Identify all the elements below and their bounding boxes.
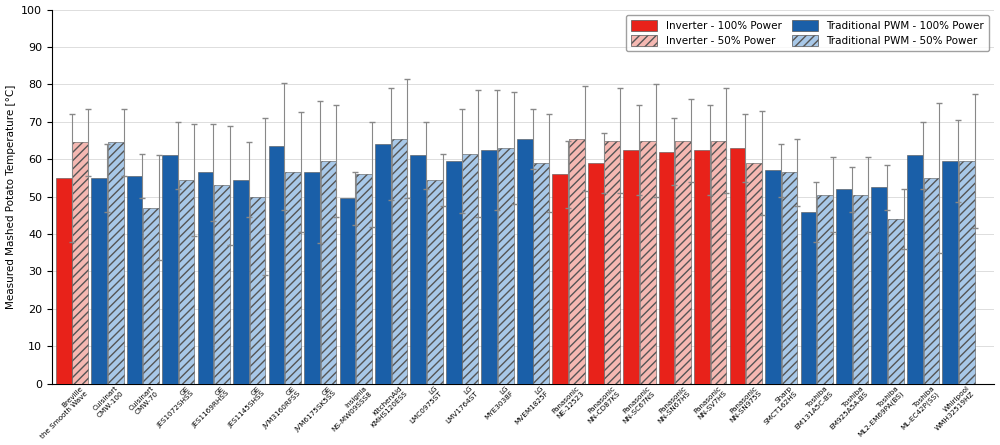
Bar: [604, 141, 620, 384]
Bar: [659, 152, 674, 384]
Bar: [711, 141, 726, 384]
Bar: [746, 163, 762, 384]
Bar: [942, 161, 958, 384]
Bar: [179, 180, 194, 384]
Bar: [907, 155, 923, 384]
Bar: [959, 161, 975, 384]
Bar: [356, 174, 372, 384]
Bar: [588, 163, 604, 384]
Bar: [817, 195, 833, 384]
Bar: [871, 187, 887, 384]
Bar: [623, 150, 639, 384]
Bar: [462, 154, 478, 384]
Bar: [72, 142, 88, 384]
Bar: [285, 172, 301, 384]
Bar: [782, 172, 797, 384]
Bar: [410, 155, 426, 384]
Bar: [108, 142, 124, 384]
Bar: [56, 178, 72, 384]
Bar: [127, 176, 142, 384]
Bar: [801, 211, 816, 384]
Bar: [340, 198, 355, 384]
Bar: [392, 139, 407, 384]
Bar: [233, 180, 249, 384]
Bar: [765, 170, 781, 384]
Bar: [533, 163, 549, 384]
Bar: [888, 219, 904, 384]
Bar: [640, 141, 656, 384]
Bar: [924, 178, 939, 384]
Bar: [498, 148, 514, 384]
Legend: Inverter - 100% Power, Inverter - 50% Power, Traditional PWM - 100% Power, Tradi: Inverter - 100% Power, Inverter - 50% Po…: [626, 15, 989, 51]
Bar: [730, 148, 745, 384]
Bar: [675, 141, 691, 384]
Bar: [143, 208, 159, 384]
Bar: [375, 144, 391, 384]
Bar: [694, 150, 710, 384]
Bar: [214, 186, 230, 384]
Bar: [836, 189, 852, 384]
Bar: [552, 174, 568, 384]
Bar: [517, 139, 533, 384]
Bar: [321, 161, 336, 384]
Bar: [446, 161, 462, 384]
Bar: [269, 146, 284, 384]
Bar: [569, 139, 585, 384]
Bar: [304, 172, 320, 384]
Bar: [853, 195, 868, 384]
Y-axis label: Measured Mashed Potato Temperature [°C]: Measured Mashed Potato Temperature [°C]: [6, 85, 16, 309]
Bar: [427, 180, 443, 384]
Bar: [250, 197, 265, 384]
Bar: [198, 172, 213, 384]
Bar: [91, 178, 107, 384]
Bar: [162, 155, 178, 384]
Bar: [481, 150, 497, 384]
